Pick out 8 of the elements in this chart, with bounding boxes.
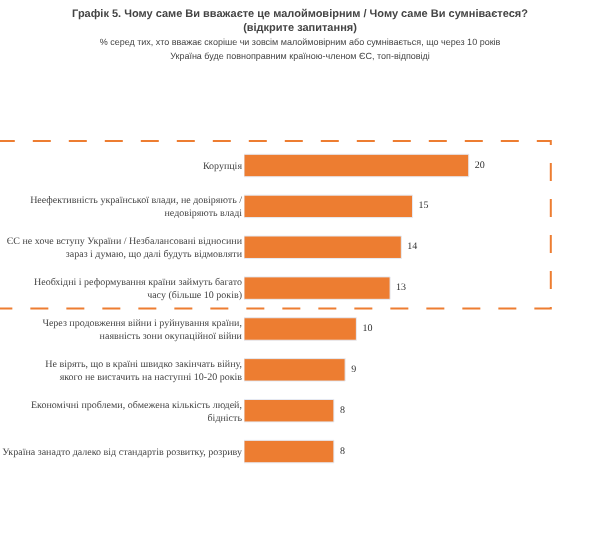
bar [244, 317, 357, 341]
bar [244, 194, 414, 219]
bar [244, 276, 391, 300]
bar [244, 358, 346, 382]
bar [244, 439, 335, 464]
bar [244, 153, 470, 178]
bar [244, 398, 335, 423]
bar [244, 235, 402, 259]
